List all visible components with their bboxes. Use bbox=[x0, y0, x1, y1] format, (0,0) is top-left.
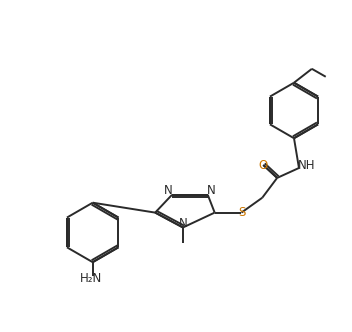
Text: N: N bbox=[164, 184, 172, 197]
Text: H₂N: H₂N bbox=[80, 272, 102, 285]
Text: N: N bbox=[207, 184, 216, 197]
Text: N: N bbox=[178, 217, 187, 230]
Text: O: O bbox=[259, 158, 268, 172]
Text: S: S bbox=[238, 206, 245, 219]
Text: NH: NH bbox=[298, 158, 316, 172]
